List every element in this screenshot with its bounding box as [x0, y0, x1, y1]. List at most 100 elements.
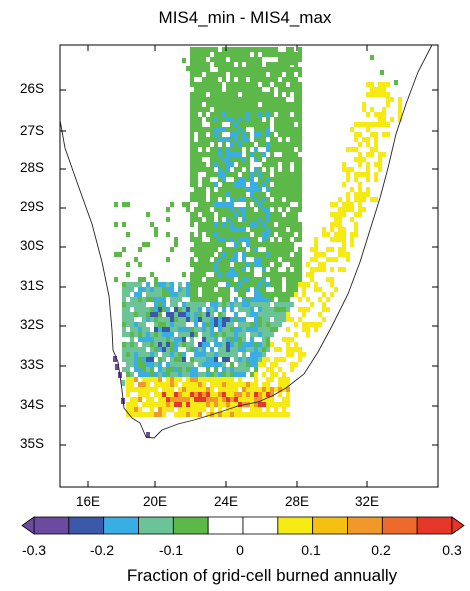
burn-cell [258, 302, 262, 307]
burn-cell [162, 412, 166, 417]
burn-cell [190, 107, 194, 112]
burn-cell [270, 397, 274, 402]
burn-cell [234, 207, 238, 212]
burn-cell [202, 67, 206, 72]
lat-label-26s: 26S [19, 81, 44, 96]
burn-cell [198, 357, 202, 362]
burn-cell [290, 117, 294, 122]
burn-cell [166, 307, 170, 312]
burn-cell [174, 322, 178, 327]
burn-cell [250, 117, 254, 122]
burn-cell [306, 332, 310, 337]
burn-cell [214, 307, 218, 312]
burn-cell [202, 262, 206, 267]
burn-cell [290, 187, 294, 192]
burn-cell [206, 82, 210, 87]
burn-cell [130, 347, 134, 352]
burn-cell [194, 297, 198, 302]
burn-cell [298, 222, 302, 227]
burn-cell [194, 367, 198, 372]
burn-cell [242, 222, 246, 227]
burn-cell [314, 247, 318, 252]
burn-cell [154, 332, 158, 337]
burn-cell [206, 167, 210, 172]
burn-cell [318, 267, 322, 272]
burn-cell [262, 392, 266, 397]
burn-cell [218, 157, 222, 162]
burn-cell [210, 162, 214, 167]
burn-cell [278, 107, 282, 112]
burn-cell [198, 347, 202, 352]
burn-cell [166, 342, 170, 347]
burn-cell [150, 342, 154, 347]
burn-cell [250, 362, 254, 367]
burn-cell [254, 102, 258, 107]
burn-cell [278, 172, 282, 177]
burn-cell [230, 142, 234, 147]
burn-cell [278, 52, 282, 57]
burn-cell [190, 167, 194, 172]
burn-cell [262, 227, 266, 232]
burn-cell [278, 297, 282, 302]
burn-cell [270, 187, 274, 192]
burn-cell [238, 397, 242, 402]
colorbar [21, 516, 465, 535]
burn-cell [282, 227, 286, 232]
burn-cell [282, 122, 286, 127]
burn-cell [238, 282, 242, 287]
burn-cell [134, 292, 138, 297]
burn-cell [198, 142, 202, 147]
burn-cell [298, 197, 302, 202]
burn-cell [250, 297, 254, 302]
burn-cell [222, 262, 226, 267]
burn-cell [218, 257, 222, 262]
burn-cell [274, 412, 278, 417]
burn-cell [254, 292, 258, 297]
burn-cell [298, 192, 302, 197]
burn-cell [290, 302, 294, 307]
burn-cell [246, 82, 250, 87]
burn-cell [262, 267, 266, 272]
burn-cell [142, 337, 146, 342]
burn-cell [182, 317, 186, 322]
burn-cell [258, 347, 262, 352]
burn-cell [242, 297, 246, 302]
burn-cell [226, 342, 230, 347]
burn-cell [210, 407, 214, 412]
burn-cell [214, 277, 218, 282]
lat-label-32s: 32S [19, 317, 44, 332]
burn-cell [378, 157, 382, 162]
burn-cell [146, 332, 150, 337]
burn-cell [394, 80, 398, 85]
burn-cell [158, 312, 162, 317]
burn-cell [298, 92, 302, 97]
burn-cell [174, 337, 178, 342]
burn-cell [282, 257, 286, 262]
burn-cell [154, 317, 158, 322]
burn-cell [210, 217, 214, 222]
burn-cell [142, 377, 146, 382]
burn-cell [358, 122, 362, 127]
burn-cell [242, 352, 246, 357]
burn-cell [182, 342, 186, 347]
burn-cell [274, 52, 278, 57]
burn-cell [250, 382, 254, 387]
burn-cell [218, 117, 222, 122]
burn-cell [282, 207, 286, 212]
burn-cell [182, 407, 186, 412]
burn-cell [338, 252, 342, 257]
burn-cell [210, 357, 214, 362]
burn-cell [366, 162, 370, 167]
burn-cell [246, 392, 250, 397]
burn-cell [162, 402, 166, 407]
burn-cell [274, 407, 278, 412]
burn-cell [142, 332, 146, 337]
burn-cell [274, 177, 278, 182]
burn-cell [210, 127, 214, 132]
burn-cell [286, 172, 290, 177]
burn-cell [158, 332, 162, 337]
burn-cell [266, 62, 270, 67]
burn-cell [158, 357, 162, 362]
burn-cell [190, 257, 194, 262]
burn-cell [266, 237, 270, 242]
